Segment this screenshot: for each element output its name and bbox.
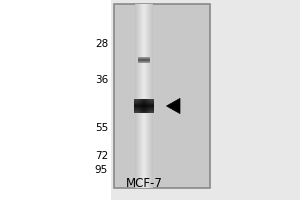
- Bar: [138, 99, 139, 113]
- Bar: [138, 61, 150, 62]
- Bar: [134, 111, 154, 112]
- Bar: [134, 107, 154, 108]
- Text: MCF-7: MCF-7: [126, 177, 162, 190]
- Bar: [151, 4, 152, 188]
- Bar: [134, 101, 154, 102]
- Bar: [135, 4, 136, 188]
- Bar: [134, 104, 154, 105]
- Bar: [138, 4, 139, 188]
- Bar: [138, 59, 150, 60]
- Bar: [134, 99, 154, 100]
- Text: 95: 95: [95, 165, 108, 175]
- Bar: [145, 4, 146, 188]
- Bar: [136, 4, 137, 188]
- Bar: [137, 4, 138, 188]
- Bar: [150, 4, 151, 188]
- Bar: [141, 4, 142, 188]
- Bar: [141, 99, 142, 113]
- Bar: [146, 4, 147, 188]
- Bar: [147, 4, 148, 188]
- Bar: [143, 99, 144, 113]
- Bar: [138, 62, 150, 63]
- Text: 28: 28: [95, 39, 108, 49]
- Bar: [149, 4, 150, 188]
- Bar: [151, 99, 152, 113]
- Polygon shape: [167, 98, 180, 114]
- Bar: [136, 99, 137, 113]
- Bar: [148, 4, 149, 188]
- Bar: [134, 102, 154, 103]
- Bar: [134, 109, 154, 110]
- Bar: [134, 108, 154, 109]
- Text: 36: 36: [95, 75, 108, 85]
- Bar: [152, 4, 153, 188]
- Bar: [134, 100, 154, 101]
- Bar: [114, 4, 210, 188]
- Bar: [145, 99, 146, 113]
- Bar: [136, 4, 137, 188]
- Bar: [142, 4, 143, 188]
- Bar: [138, 58, 150, 59]
- Bar: [138, 57, 150, 58]
- Bar: [138, 60, 150, 61]
- Text: 72: 72: [95, 151, 108, 161]
- Bar: [146, 99, 147, 113]
- Text: 55: 55: [95, 123, 108, 133]
- Bar: [149, 99, 150, 113]
- Bar: [148, 99, 149, 113]
- Bar: [134, 105, 154, 106]
- Bar: [134, 110, 154, 111]
- Bar: [137, 99, 138, 113]
- Bar: [139, 4, 140, 188]
- Bar: [142, 99, 143, 113]
- Bar: [0, 0, 111, 200]
- Bar: [140, 99, 141, 113]
- Bar: [140, 4, 141, 188]
- Bar: [144, 99, 145, 113]
- Bar: [134, 103, 154, 104]
- Bar: [134, 99, 135, 113]
- Bar: [135, 99, 136, 113]
- Bar: [136, 99, 137, 113]
- Bar: [150, 99, 151, 113]
- Bar: [143, 4, 144, 188]
- Bar: [144, 4, 145, 188]
- Bar: [153, 99, 154, 113]
- Bar: [152, 99, 153, 113]
- Bar: [139, 99, 140, 113]
- Bar: [134, 106, 154, 107]
- Bar: [134, 112, 154, 113]
- Bar: [147, 99, 148, 113]
